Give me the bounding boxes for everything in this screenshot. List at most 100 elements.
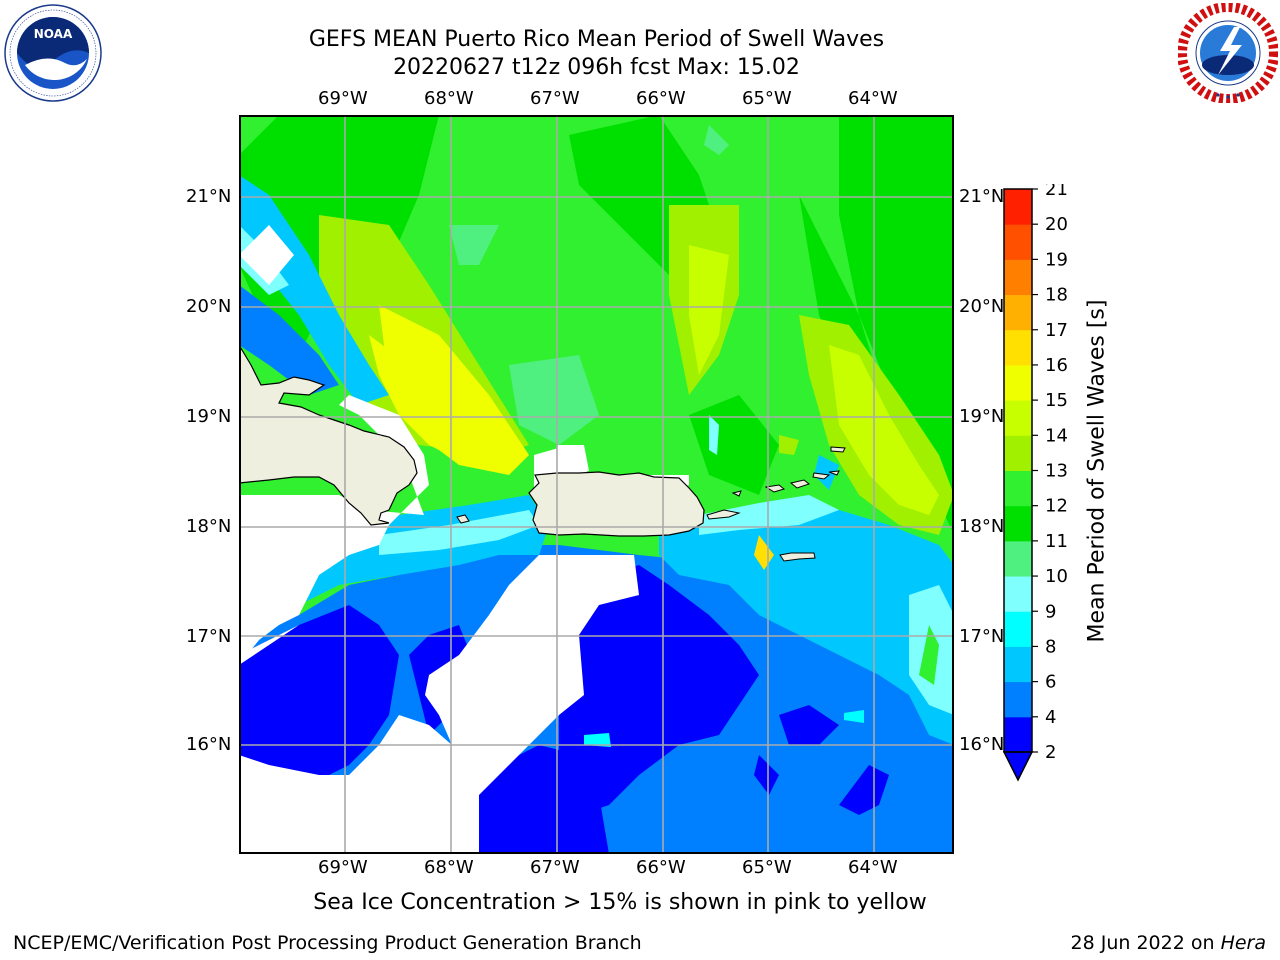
swell-band-2 — [239, 605, 399, 775]
colorbar-tick-label: 18 — [1045, 285, 1068, 306]
land-virgin-gorda — [812, 472, 831, 480]
colorbar-cell — [1004, 189, 1032, 225]
swell-band-14 — [379, 305, 529, 475]
colorbar: 2 4 6 8 9 10 11 12 13 14 15 16 17 18 19 20 21 — [1002, 184, 1068, 782]
top-lon-label: 66°W — [636, 88, 686, 109]
swell-band-6 — [659, 500, 954, 745]
swell-band-8 — [584, 733, 611, 747]
bottom-lon-label: 65°W — [742, 857, 792, 878]
noaa-logo-text: NOAA — [34, 27, 73, 41]
swell-band-13 — [689, 245, 729, 375]
masked-area — [557, 445, 589, 473]
swell-band-9 — [509, 355, 599, 445]
map-graticule — [239, 115, 954, 854]
colorbar-cell — [1004, 576, 1032, 612]
colorbar-tick-label: 13 — [1045, 461, 1068, 482]
nws-logo — [1178, 3, 1278, 103]
noaa-logo: NOAA — [4, 4, 102, 102]
swell-period-map — [239, 115, 954, 854]
masked-area — [239, 495, 379, 525]
colorbar-tick-label: 4 — [1045, 707, 1056, 728]
colorbar-cell — [1004, 294, 1032, 331]
colorbar-tick-label: 17 — [1045, 320, 1068, 341]
top-lon-label: 65°W — [742, 88, 792, 109]
land-mona-island — [456, 514, 470, 524]
right-lat-label: 21°N — [959, 186, 1005, 207]
bottom-lon-label: 66°W — [636, 857, 686, 878]
swell-band-9 — [449, 225, 499, 265]
swell-band-12 — [779, 435, 799, 455]
colorbar-tick-label: 21 — [1045, 184, 1068, 200]
colorbar-tick-label: 8 — [1045, 636, 1056, 657]
colorbar-extend-triangle — [1002, 751, 1034, 782]
top-lon-label: 67°W — [530, 88, 580, 109]
colorbar-cell — [1004, 470, 1032, 507]
masked-area — [239, 625, 299, 665]
land-culebra — [731, 490, 742, 497]
swell-band-11 — [839, 115, 954, 535]
colorbar-cells — [1004, 189, 1032, 753]
land-sombrero — [830, 446, 846, 453]
swell-band-2 — [779, 705, 839, 745]
colorbar-cell — [1004, 364, 1032, 401]
swell-band-4 — [239, 285, 339, 395]
colorbar-tick-label: 6 — [1045, 672, 1056, 693]
land-hispaniola — [239, 343, 418, 526]
colorbar-tick-label: 2 — [1045, 742, 1056, 763]
swell-band-8 — [699, 495, 839, 535]
swell-band-11 — [919, 625, 939, 685]
left-lat-label: 18°N — [186, 516, 232, 537]
colorbar-cell — [1004, 716, 1032, 753]
top-lon-label: 68°W — [424, 88, 474, 109]
top-lon-label: 69°W — [318, 88, 368, 109]
left-lat-label: 19°N — [186, 406, 232, 427]
colorbar-tick-label: 9 — [1045, 601, 1056, 622]
colorbar-cell — [1004, 611, 1032, 647]
footer-date: 28 Jun 2022 on Hera — [1071, 932, 1266, 954]
colorbar-cell — [1004, 435, 1032, 471]
swell-band-13 — [829, 345, 939, 515]
colorbar-cell — [1004, 505, 1032, 542]
bottom-lon-label: 67°W — [530, 857, 580, 878]
colorbar-cell — [1004, 259, 1032, 296]
colorbar-tick-label: 15 — [1045, 390, 1068, 411]
masked-area — [239, 515, 389, 655]
colorbar-ticks: 2 4 6 8 9 10 11 12 13 14 15 16 17 18 19 20 21 — [1032, 184, 1068, 763]
colorbar-tick-label: 20 — [1045, 214, 1068, 235]
footer-date-text: 28 Jun 2022 on — [1070, 932, 1221, 954]
colorbar-tick-label: 10 — [1045, 566, 1068, 587]
bottom-lon-label: 64°W — [848, 857, 898, 878]
map-subtitle: 20220627 t12z 096h fcst Max: 15.02 — [393, 55, 800, 80]
map-frame — [239, 115, 954, 854]
swell-band-14 — [369, 335, 489, 465]
masked-area — [239, 225, 294, 285]
left-lat-label: 17°N — [186, 626, 232, 647]
swell-band-8 — [709, 415, 719, 455]
land-tortola — [789, 479, 811, 489]
right-lat-label: 16°N — [959, 734, 1005, 755]
colorbar-cell — [1004, 329, 1032, 366]
masked-area — [425, 555, 639, 854]
land-st-thomas — [764, 484, 786, 493]
right-lat-label: 18°N — [959, 516, 1005, 537]
right-lat-label: 19°N — [959, 406, 1005, 427]
colorbar-tick-label: 14 — [1045, 425, 1068, 446]
swell-band-9 — [704, 125, 729, 155]
masked-area — [239, 395, 429, 535]
swell-band-6 — [814, 455, 839, 490]
footer-host: Hera — [1220, 932, 1266, 954]
colorbar-tick-label: 12 — [1045, 496, 1068, 517]
bottom-lon-label: 68°W — [424, 857, 474, 878]
footer-credit: NCEP/EMC/Verification Post Processing Pr… — [13, 932, 642, 954]
swell-band-2 — [754, 755, 779, 795]
right-lat-label: 17°N — [959, 626, 1005, 647]
swell-band-2 — [839, 765, 889, 815]
map-title: GEFS MEAN Puerto Rico Mean Period of Swe… — [308, 27, 885, 52]
colorbar-cell — [1004, 540, 1032, 577]
swell-band-8 — [844, 710, 864, 723]
left-lat-label: 20°N — [186, 296, 232, 317]
right-lat-label: 20°N — [959, 296, 1005, 317]
colorbar-tick-label: 16 — [1045, 355, 1068, 376]
swell-band-16 — [754, 535, 774, 570]
left-lat-label: 21°N — [186, 186, 232, 207]
